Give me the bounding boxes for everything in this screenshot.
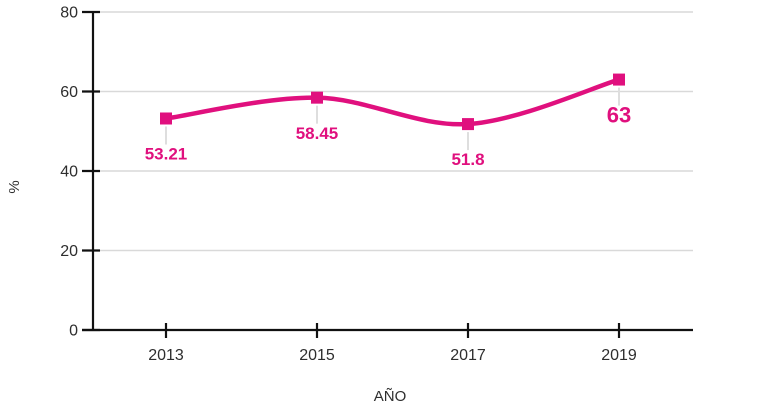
y-tick-label: 40 — [60, 164, 78, 181]
x-tick-label: 2019 — [601, 347, 637, 364]
data-point-marker — [311, 91, 323, 104]
x-tick-label: 2017 — [450, 347, 486, 364]
x-tick-label: 2013 — [148, 347, 184, 364]
data-point-label: 58.45 — [296, 124, 339, 143]
y-axis-title: % — [6, 180, 23, 193]
data-point-label: 53.21 — [145, 145, 188, 164]
x-tick-label: 2015 — [299, 347, 335, 364]
series-line — [163, 77, 622, 127]
x-axis-title: AÑO — [374, 388, 407, 405]
data-point-marker — [160, 112, 172, 125]
data-point-marker — [613, 73, 625, 86]
y-tick-label: 20 — [60, 243, 78, 260]
y-tick-label: 60 — [60, 84, 78, 101]
y-tick-label: 0 — [69, 323, 78, 340]
y-tick-label: 80 — [60, 5, 78, 22]
data-point-label: 63 — [607, 102, 631, 127]
data-point-label: 51.8 — [451, 150, 484, 169]
data-point-marker — [462, 118, 474, 131]
